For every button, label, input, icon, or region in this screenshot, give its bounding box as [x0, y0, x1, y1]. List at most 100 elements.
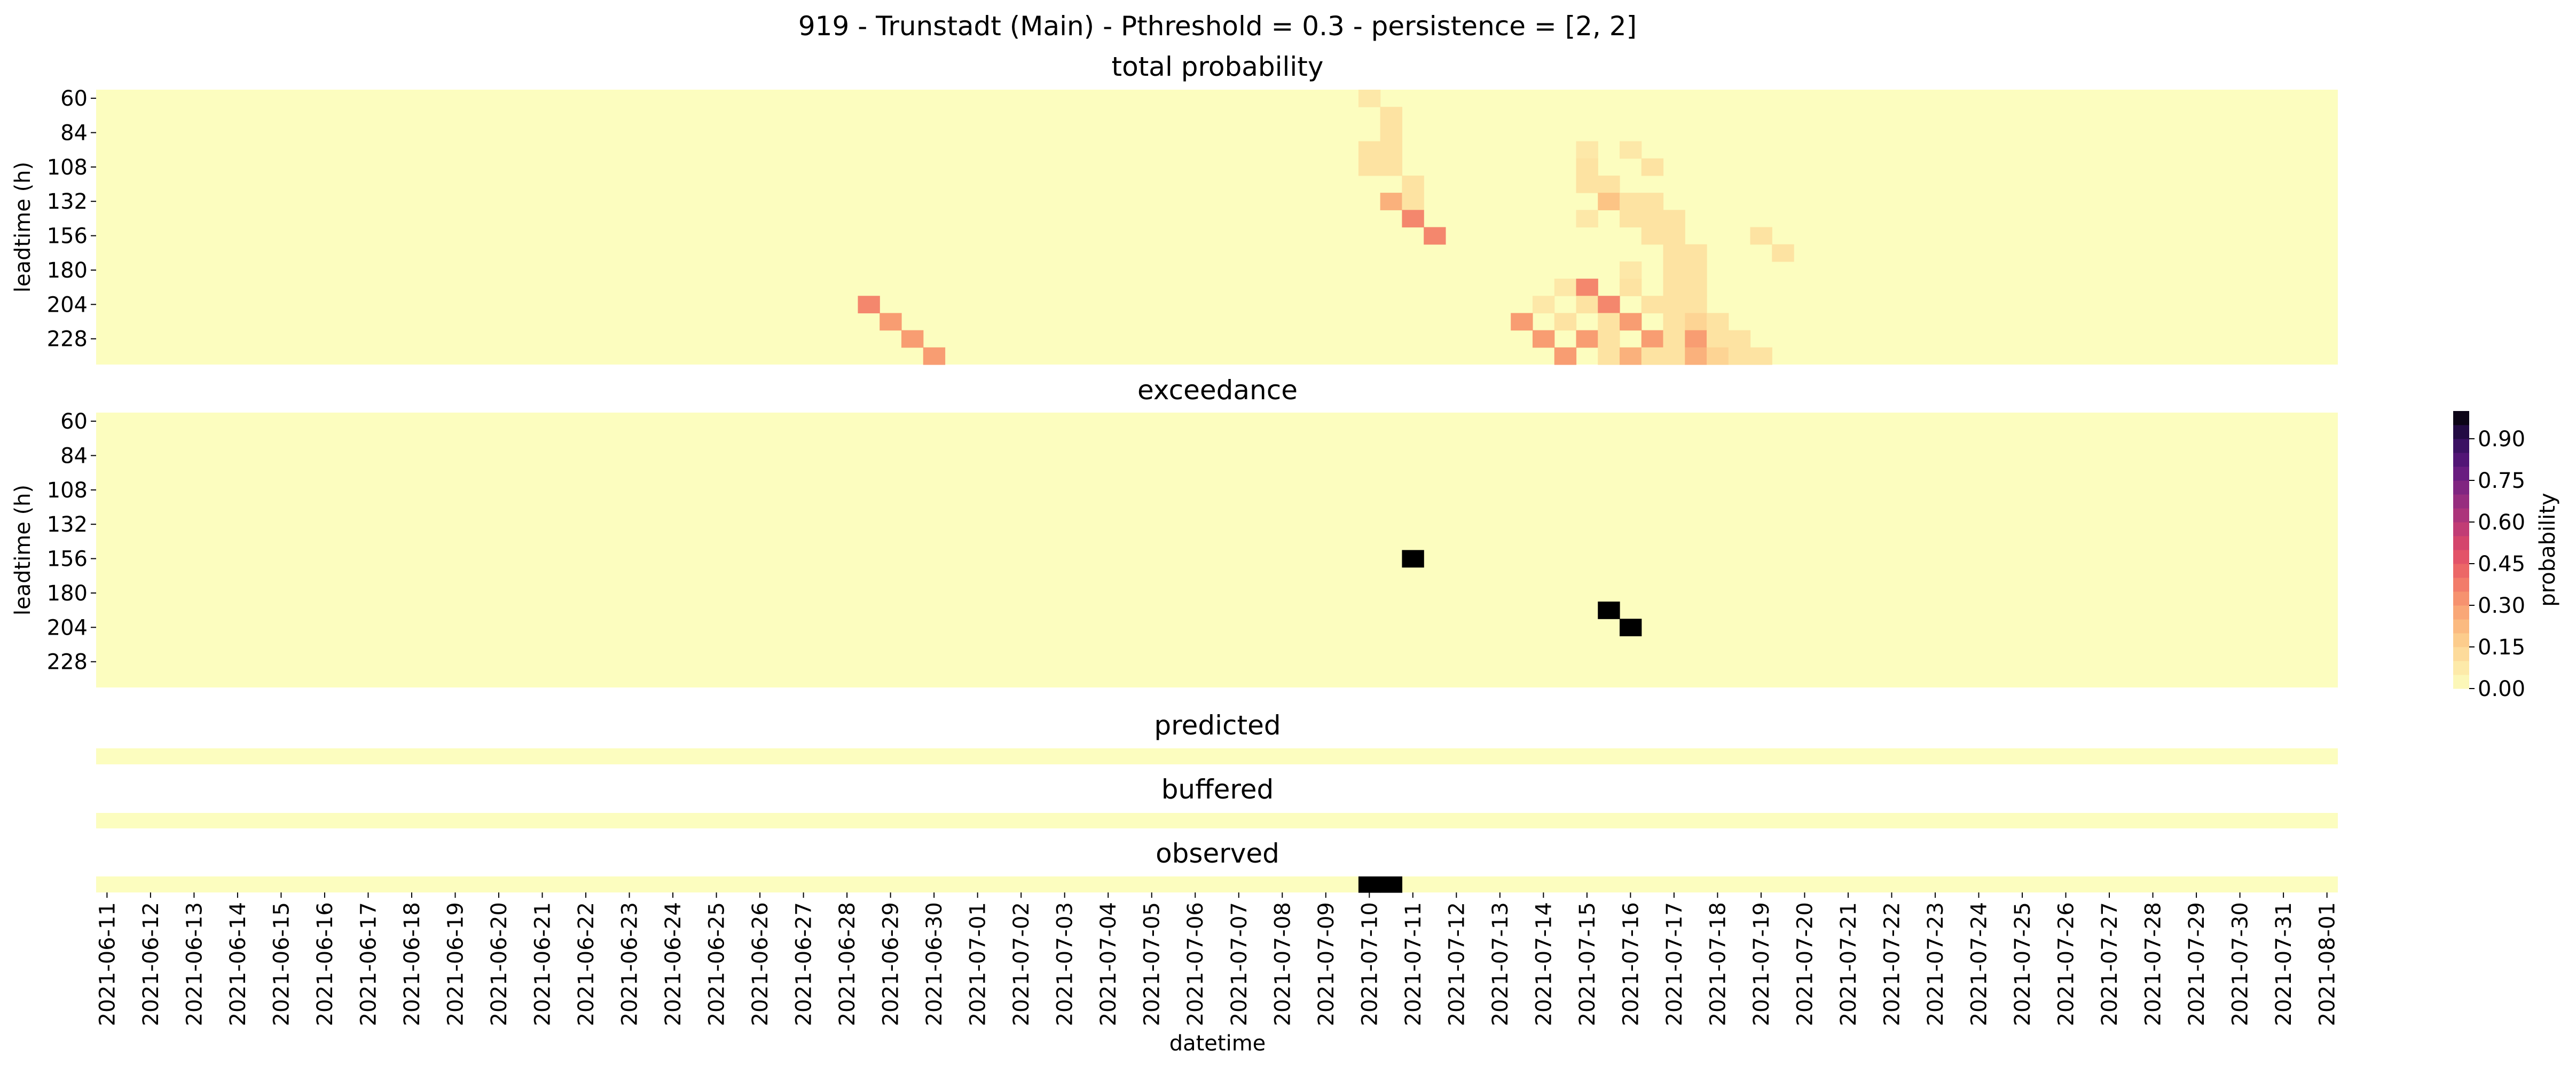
heatmap-cell: [1554, 313, 1577, 331]
x-tick-label: 2021-07-30: [2228, 902, 2253, 1026]
x-tick-label: 2021-07-09: [1314, 902, 1339, 1026]
x-tick-label: 2021-08-01: [2315, 902, 2340, 1026]
y-tick-label: 108: [47, 155, 88, 180]
x-tick-label: 2021-07-13: [1488, 902, 1513, 1026]
x-tick-label: 2021-07-08: [1270, 902, 1295, 1026]
colorbar-band: [2453, 467, 2469, 481]
x-tick-label: 2021-06-24: [661, 902, 686, 1026]
colorbar-band: [2453, 591, 2469, 606]
heatmap-cell: [1576, 296, 1598, 314]
colorbar-tick-label: 0.30: [2478, 594, 2525, 618]
heatmap-cell: [1402, 210, 1424, 228]
panel-buffered: buffered: [96, 774, 2338, 828]
panels-group: total probability leadtime (h) 60 84 108 132 1…: [11, 51, 2338, 893]
y-tick-label: 228: [47, 650, 88, 675]
x-tick-label: 2021-06-12: [139, 902, 163, 1026]
y-tick-label: 156: [47, 224, 88, 249]
x-tick-label: 2021-06-14: [226, 902, 250, 1026]
heatmap-cell: [1620, 279, 1642, 296]
heatmap-cell: [1532, 296, 1555, 314]
x-tick-label: 2021-07-28: [2141, 902, 2166, 1026]
heatmap-cell: [1358, 141, 1381, 159]
colorbar-tick-label: 0.75: [2478, 469, 2525, 493]
heatmap-cell: [1620, 193, 1642, 210]
heatmap-cell: [901, 330, 924, 348]
x-tick-label: 2021-06-27: [792, 902, 816, 1026]
y-tick-label: 204: [47, 615, 88, 640]
heatmap-cell: [1358, 876, 1381, 893]
heatmap-cell: [1402, 193, 1424, 210]
y-tick-label: 228: [47, 327, 88, 352]
x-tick-label: 2021-07-20: [1793, 902, 1817, 1026]
panel-total-probability: total probability leadtime (h) 60 84 108 132 1…: [11, 51, 2338, 365]
x-tick-label: 2021-07-16: [1619, 902, 1643, 1026]
heatmap-cell: [1728, 330, 1751, 348]
heatmap-cell: [1358, 158, 1381, 176]
y-tick-label: 180: [47, 258, 88, 283]
y-tick-label: 180: [47, 581, 88, 606]
x-tick-label: 2021-06-20: [487, 902, 512, 1026]
colorbar-band: [2453, 619, 2469, 634]
colorbar-band: [2453, 647, 2469, 661]
colorbar-band: [2453, 536, 2469, 550]
x-tick-label: 2021-07-26: [2054, 902, 2079, 1026]
colorbar-band: [2453, 605, 2469, 620]
heatmap-cell: [1380, 107, 1403, 124]
heatmap-cell: [1685, 296, 1707, 314]
x-tick-label: 2021-06-28: [835, 902, 860, 1026]
heatmap-cell: [1663, 244, 1685, 262]
x-tick-label: 2021-07-03: [1053, 902, 1078, 1026]
x-tick-label: 2021-07-27: [2098, 902, 2122, 1026]
x-tick-label: 2021-06-26: [748, 902, 773, 1026]
heatmap-background: [96, 876, 2338, 892]
x-tick-label: 2021-07-18: [1706, 902, 1730, 1026]
x-tick-label: 2021-06-11: [95, 902, 120, 1026]
heatmap-cell: [1772, 244, 1794, 262]
x-tick-label: 2021-07-23: [1923, 902, 1948, 1026]
heatmap-cell: [1598, 347, 1620, 365]
x-tick-label: 2021-06-18: [400, 902, 425, 1026]
heatmap-cell: [1598, 175, 1620, 193]
heatmap-cell: [1576, 175, 1598, 193]
heatmap-background: [96, 90, 2338, 365]
panel-exceedance: exceedance leadtime (h) 60 84 108 132 156 180 20…: [11, 375, 2338, 687]
heatmap-cell: [1576, 330, 1598, 348]
x-tick-label: 2021-06-15: [269, 902, 294, 1026]
heatmap-cell: [1620, 347, 1642, 365]
y-tick-label: 204: [47, 293, 88, 317]
x-tick-label: 2021-07-21: [1836, 902, 1861, 1026]
x-tick-label: 2021-07-15: [1575, 902, 1600, 1026]
y-tick-label: 60: [60, 86, 88, 111]
x-tick-label: 2021-06-30: [922, 902, 947, 1026]
heatmap-cell: [1402, 550, 1424, 568]
figure-title: 919 - Trunstadt (Main) - Pthreshold = 0.…: [798, 11, 1637, 42]
heatmap-cell: [1598, 602, 1620, 619]
heatmap-cell: [1358, 90, 1381, 107]
colorbar-band: [2453, 675, 2469, 689]
heatmap-cell: [923, 347, 946, 365]
heatmap-cell: [1685, 313, 1707, 331]
heatmap-cell: [1380, 141, 1403, 159]
x-tick-label: 2021-06-29: [879, 902, 904, 1026]
heatmap-cell: [1576, 141, 1598, 159]
x-axis-label: datetime: [1169, 1031, 1266, 1056]
x-tick-label: 2021-07-06: [1183, 902, 1208, 1026]
heatmap-cell: [1750, 347, 1772, 365]
heatmap-cell: [1641, 227, 1664, 245]
colorbar-tick-label: 0.00: [2478, 677, 2525, 701]
heatmap-cell: [1402, 175, 1424, 193]
colorbar-band: [2453, 550, 2469, 564]
heatmap-cell: [1641, 347, 1664, 365]
x-tick-label: 2021-07-19: [1749, 902, 1774, 1026]
heatmap-cell: [1380, 158, 1403, 176]
heatmap-cell: [1707, 313, 1729, 331]
colorbar-band: [2453, 439, 2469, 453]
x-tick-label: 2021-07-17: [1662, 902, 1687, 1026]
x-tick-label: 2021-07-29: [2185, 902, 2209, 1026]
heatmap-cell: [1532, 330, 1555, 348]
heatmap-cell: [1576, 158, 1598, 176]
x-axis: 2021-06-11 2021-06-12 2021-06-13 2021-06-14…: [95, 892, 2340, 1026]
heatmap-cell: [1663, 261, 1685, 279]
panel-predicted: predicted: [96, 710, 2338, 764]
heatmap-cell: [1511, 313, 1533, 331]
